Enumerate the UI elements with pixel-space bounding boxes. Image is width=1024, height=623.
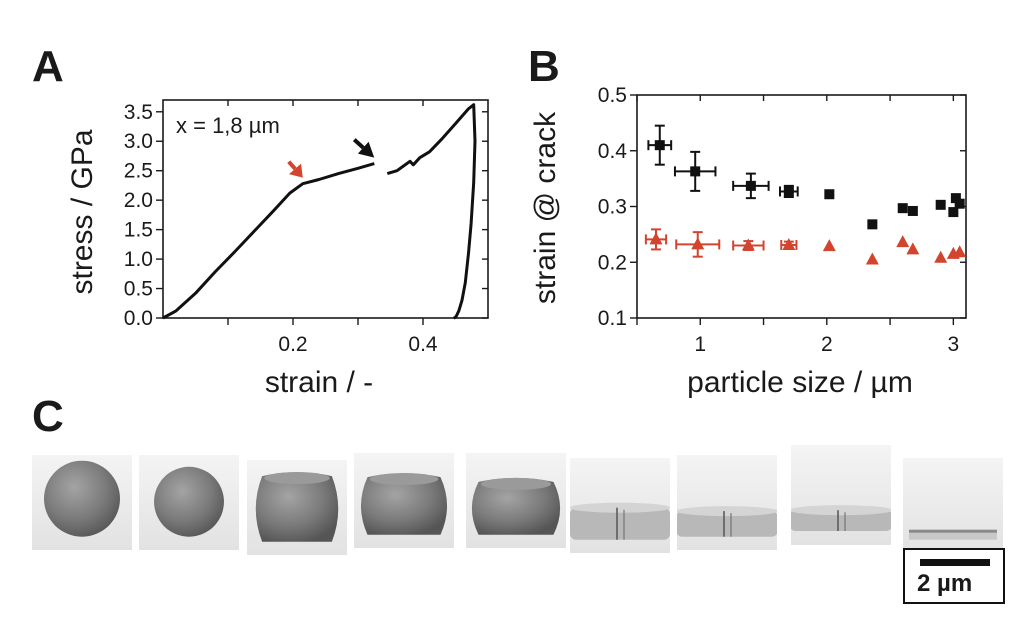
chart-b-xtick-label: 3	[948, 333, 960, 356]
particle-disk	[677, 511, 777, 537]
chart-a-stress-strain-curve	[386, 103, 477, 320]
chart-b-ytick-label: 0.2	[598, 251, 627, 274]
compression-frame-image	[466, 453, 566, 548]
compression-frame-image	[354, 453, 454, 548]
chart-b-point-triangle	[953, 245, 967, 258]
chart-b-ytick-label: 0.5	[598, 84, 627, 107]
chart-b-point-square	[935, 199, 946, 210]
particle-disk	[791, 510, 891, 531]
chart-a-ylabel: stress / GPa	[66, 129, 99, 294]
compression-frame-image	[903, 458, 1003, 553]
chart-b-xtick-label: 1	[694, 333, 706, 356]
chart-a: stress / GPa strain / - x = 1,8 µm 0.0 0.…	[66, 99, 489, 399]
particle-disk-top	[570, 502, 670, 513]
chart-b-point-square	[824, 189, 835, 200]
scale-bar: 2 µm	[903, 548, 1005, 604]
chart-a-ytick-label: 2.0	[124, 189, 153, 212]
chart-b-point-triangle	[896, 235, 910, 248]
particle-disk-top	[677, 506, 777, 517]
chart-b-point-triangle	[649, 232, 663, 245]
compression-frame-image	[570, 458, 670, 553]
chart-b: strain @ crack particle size / µm 0.1 0.2…	[529, 84, 967, 399]
chart-b-point-square	[948, 207, 959, 218]
compression-frame-image	[247, 460, 347, 555]
chart-a-xtick-label: 0.4	[408, 333, 438, 356]
chart-a-annotation: x = 1,8 µm	[176, 113, 280, 138]
particle-disk	[570, 507, 670, 540]
panel-letter-c: C	[32, 392, 64, 441]
chart-b-point-triangle	[741, 238, 755, 251]
particle-disk-top	[791, 505, 891, 516]
compression-frame-image	[677, 455, 777, 550]
chart-a-ytick-label: 3.0	[124, 130, 153, 153]
chart-b-point-square	[954, 198, 965, 209]
compression-frame-image	[32, 455, 132, 550]
particle-compressed	[471, 477, 561, 535]
chart-b-point-triangle	[822, 239, 836, 252]
chart-b-xlabel: particle size / µm	[687, 366, 913, 399]
particle-compressed	[360, 473, 448, 535]
scale-bar-label: 2 µm	[917, 570, 973, 597]
chart-b-point-square	[867, 219, 878, 230]
chart-a-xlabel: strain / -	[265, 366, 373, 399]
chart-b-ytick-label: 0.1	[598, 307, 627, 330]
particle-compressed	[255, 472, 339, 542]
chart-a-ytick-label: 0.5	[124, 278, 153, 301]
chart-b-point-triangle	[691, 237, 705, 250]
panel-letter-a: A	[32, 42, 64, 91]
chart-b-ytick-label: 0.4	[598, 140, 628, 163]
chart-a-arrow-red	[287, 160, 303, 178]
particle-sphere	[154, 466, 224, 537]
chart-b-point-square	[690, 166, 701, 177]
particle-top-face	[480, 477, 552, 490]
chart-a-ytick-label: 0.0	[124, 307, 153, 330]
compression-frame-image	[139, 455, 239, 550]
particle-top-face	[264, 472, 330, 485]
chart-b-point-triangle	[782, 237, 796, 250]
chart-b-xtick-label: 2	[821, 333, 833, 356]
chart-b-ytick-label: 0.3	[598, 196, 627, 219]
chart-b-ylabel: strain @ crack	[529, 111, 562, 304]
chart-a-ytick-label: 3.5	[124, 101, 153, 124]
chart-a-stress-strain-curve	[162, 162, 375, 320]
chart-b-point-square	[783, 186, 794, 197]
particle-sphere	[44, 460, 120, 537]
particle-flattened-edge	[909, 529, 997, 533]
chart-b-point-square	[897, 203, 908, 214]
chart-b-point-square	[745, 180, 756, 191]
chart-b-point-square	[907, 205, 918, 216]
chart-a-xtick-label: 0.2	[278, 333, 307, 356]
chart-a-ytick-label: 2.5	[124, 160, 153, 183]
scale-bar-line	[920, 559, 990, 566]
particle-flattened	[909, 531, 997, 540]
chart-a-ytick-label: 1.0	[124, 248, 153, 271]
chart-b-point-square	[654, 140, 665, 151]
chart-a-ytick-label: 1.5	[124, 219, 153, 242]
chart-b-point-square	[950, 193, 961, 204]
compression-frame-image	[791, 445, 891, 545]
particle-top-face	[369, 473, 439, 486]
chart-b-point-triangle	[934, 250, 948, 263]
chart-a-frame	[162, 99, 489, 319]
chart-b-point-triangle	[906, 242, 920, 255]
panel-letter-b: B	[528, 42, 560, 91]
chart-a-arrow-black	[352, 138, 375, 158]
chart-b-point-triangle	[865, 252, 879, 265]
